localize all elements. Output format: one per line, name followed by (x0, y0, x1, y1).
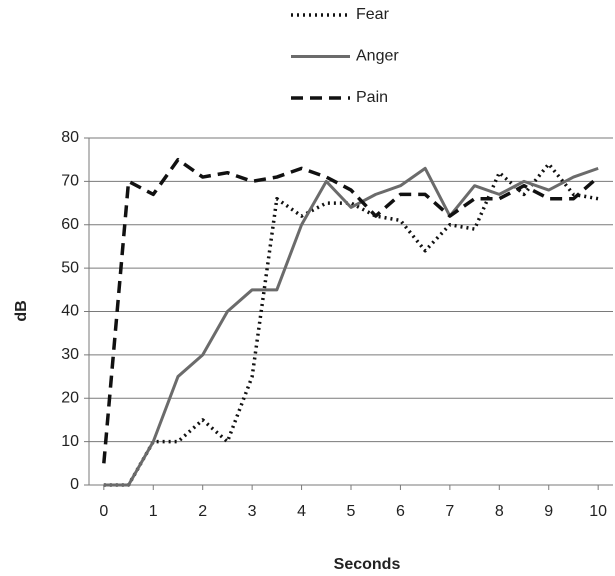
x-tick-label: 6 (396, 503, 405, 520)
y-tick-label: 80 (61, 129, 79, 146)
x-tick-label: 9 (544, 503, 553, 520)
y-tick-label: 0 (70, 476, 79, 493)
x-axis-title: Seconds (334, 556, 401, 573)
y-axis-title: dB (13, 300, 30, 321)
x-tick-label: 4 (297, 503, 306, 520)
y-tick-label: 60 (61, 216, 79, 233)
x-tick-label: 2 (198, 503, 207, 520)
x-tick-label: 10 (589, 503, 607, 520)
legend-label: Anger (356, 48, 399, 65)
series-line (103, 166, 599, 487)
x-tick-label: 5 (347, 503, 356, 520)
x-tick-label: 1 (149, 503, 158, 520)
x-tick-label: 7 (445, 503, 454, 520)
legend-label: Pain (356, 89, 388, 106)
y-tick-label: 50 (61, 259, 79, 276)
y-tick-label: 30 (61, 346, 79, 363)
y-tick-label: 70 (61, 173, 79, 190)
x-tick-label: 8 (495, 503, 504, 520)
legend-label: Fear (356, 6, 390, 23)
y-tick-label: 20 (61, 389, 79, 406)
y-tick-label: 10 (61, 433, 79, 450)
x-tick-label: 3 (248, 503, 257, 520)
x-tick-label: 0 (99, 503, 108, 520)
y-tick-label: 40 (61, 303, 79, 320)
series-line (103, 162, 599, 487)
series-line (102, 157, 600, 464)
